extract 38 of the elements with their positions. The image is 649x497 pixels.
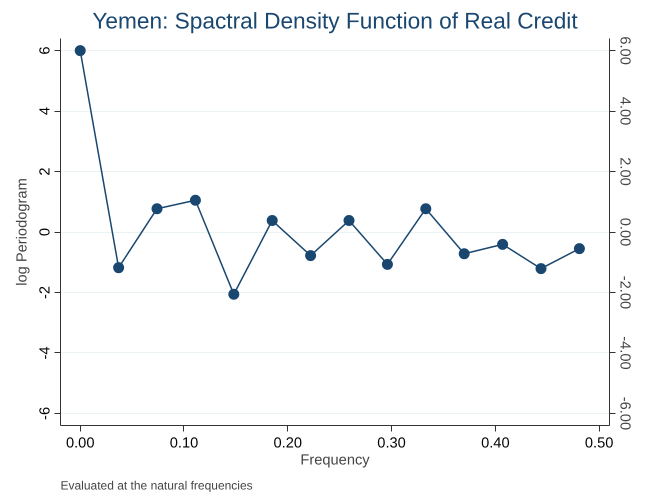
y-axis-title: log Periodogram bbox=[14, 178, 30, 286]
point bbox=[190, 194, 201, 206]
point bbox=[382, 258, 393, 270]
y2-tick-label: 4.00 bbox=[616, 96, 632, 126]
point bbox=[536, 263, 547, 274]
point bbox=[74, 45, 86, 56]
y-tick-label: 0 bbox=[38, 228, 54, 236]
y-tick-label: 4 bbox=[38, 106, 54, 116]
y-tick-label: -4 bbox=[38, 346, 54, 360]
point bbox=[152, 203, 163, 214]
point bbox=[344, 215, 355, 226]
x-tick-label: 0.00 bbox=[66, 436, 94, 452]
x-tick-label: 0.40 bbox=[481, 436, 510, 452]
x-axis-title: Frequency bbox=[300, 452, 370, 468]
point bbox=[305, 250, 316, 262]
point bbox=[420, 203, 432, 214]
point bbox=[228, 288, 240, 300]
x-tick-label: 0.20 bbox=[274, 436, 302, 452]
y2-tick-label: -6.00 bbox=[616, 396, 632, 430]
y-tick-label: -6 bbox=[38, 406, 54, 420]
point bbox=[574, 243, 585, 254]
y2-tick-label: -4.00 bbox=[616, 336, 632, 370]
point bbox=[497, 238, 508, 250]
y2-tick-label: -2.00 bbox=[616, 276, 632, 310]
x-tick-label: 0.10 bbox=[170, 436, 198, 452]
y2-tick-label: 2.00 bbox=[616, 157, 632, 186]
point bbox=[113, 262, 124, 274]
point bbox=[266, 215, 278, 226]
y-tick-label: 6 bbox=[38, 46, 54, 55]
y-tick-label: 2 bbox=[38, 167, 54, 176]
y2-tick-label: 0.00 bbox=[616, 218, 632, 246]
y-tick-label: -2 bbox=[38, 286, 54, 299]
text: Evaluated at the natural frequencies bbox=[60, 478, 253, 492]
y2-tick-label: 6.00 bbox=[616, 36, 632, 65]
point bbox=[458, 248, 470, 260]
chart-title: Yemen: Spactral Density Function of Real Credit bbox=[92, 8, 578, 34]
x-tick-label: 0.30 bbox=[377, 436, 406, 452]
x-tick-label: 0.50 bbox=[584, 436, 614, 452]
